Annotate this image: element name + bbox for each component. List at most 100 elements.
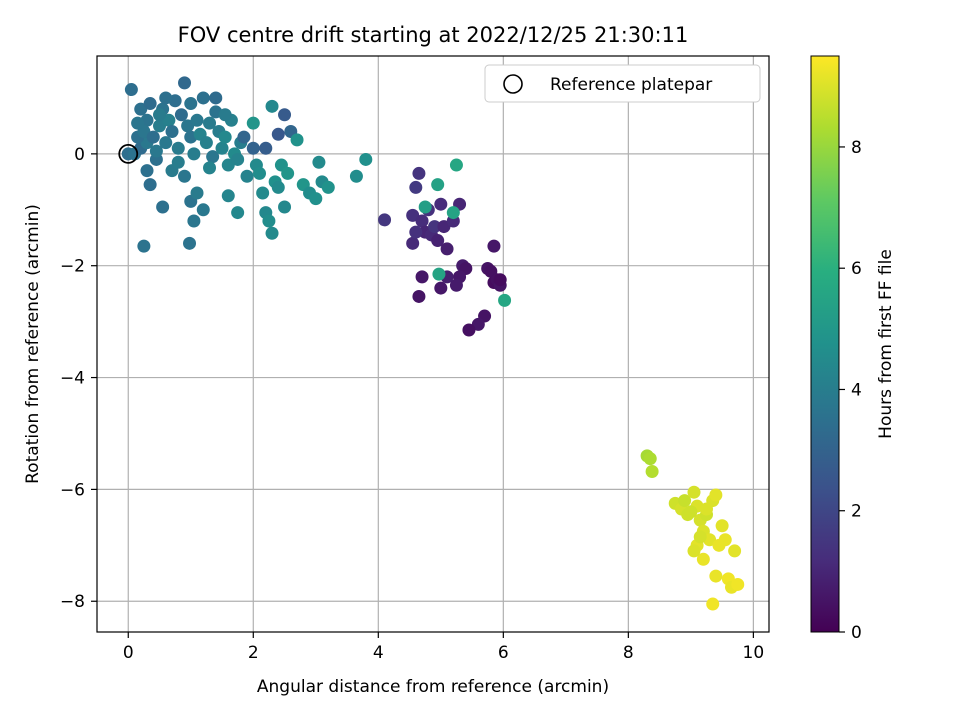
y-axis-label: Rotation from reference (arcmin) [23, 204, 43, 484]
data-point [718, 533, 732, 547]
data-point [265, 226, 279, 240]
x-tick-label: 2 [248, 643, 259, 663]
data-point [262, 214, 276, 228]
data-point [246, 141, 260, 155]
data-point [203, 116, 217, 130]
data-point [487, 239, 501, 253]
y-tick-label: −4 [60, 369, 85, 389]
data-point [206, 150, 220, 164]
x-tick-label: 8 [623, 643, 634, 663]
data-point [706, 597, 720, 611]
data-point [412, 289, 426, 303]
data-point [409, 180, 423, 194]
data-point [693, 530, 707, 544]
data-point [231, 152, 245, 166]
y-tick-label: 0 [74, 145, 85, 165]
data-point [709, 488, 723, 502]
data-point [221, 158, 235, 172]
data-point [165, 124, 179, 138]
data-point [687, 485, 701, 499]
data-point [143, 178, 157, 192]
colorbar-label: Hours from first FF file [876, 249, 896, 439]
data-point [709, 569, 723, 583]
data-point [278, 108, 292, 122]
reference-platepar-marker [118, 143, 139, 164]
legend: Reference platepar [484, 64, 761, 103]
data-point [265, 99, 279, 113]
data-point [162, 113, 176, 127]
data-point [218, 130, 232, 144]
data-point [471, 317, 485, 331]
data-point [278, 200, 292, 214]
data-point [715, 519, 729, 533]
data-point [171, 155, 185, 169]
data-point [684, 505, 698, 519]
data-point [240, 169, 254, 183]
data-point [312, 155, 326, 169]
colorbar-tick-label: 4 [851, 380, 862, 400]
data-point [643, 452, 657, 466]
data-point [159, 136, 173, 150]
x-axis-label: Angular distance from reference (arcmin) [257, 677, 609, 697]
data-point [124, 83, 138, 97]
colorbar: 0 2 4 6 8 Hours from first FF file [810, 55, 896, 643]
data-point [256, 186, 270, 200]
data-point [178, 169, 192, 183]
data-point [696, 552, 710, 566]
data-point [434, 197, 448, 211]
chart-title: FOV centre drift starting at 2022/12/25 … [178, 23, 689, 47]
data-point [449, 158, 463, 172]
data-points [121, 76, 745, 611]
data-point [415, 270, 429, 284]
data-point [415, 214, 429, 228]
data-point [183, 236, 197, 250]
data-point [246, 116, 260, 130]
y-tick-label: −2 [60, 257, 85, 277]
data-point [271, 127, 285, 141]
x-tick-label: 6 [498, 643, 509, 663]
data-point [687, 544, 701, 558]
data-point [171, 141, 185, 155]
data-point [143, 97, 157, 111]
x-tick-label: 10 [743, 643, 765, 663]
data-point [449, 278, 463, 292]
data-point [281, 166, 295, 180]
data-point [146, 130, 160, 144]
data-point [349, 169, 363, 183]
data-point [412, 166, 426, 180]
data-point [221, 189, 235, 203]
colorbar-gradient [810, 55, 840, 633]
data-point [409, 225, 423, 239]
x-tick-label: 0 [123, 643, 134, 663]
data-point [418, 200, 432, 214]
data-point [432, 267, 446, 281]
data-point [259, 141, 273, 155]
data-point [174, 108, 188, 122]
data-point [153, 108, 167, 122]
data-point [462, 323, 476, 337]
data-point [645, 465, 659, 479]
data-point [498, 293, 512, 307]
data-point [131, 116, 145, 130]
data-point [196, 203, 210, 217]
data-point [440, 242, 454, 256]
data-point [187, 147, 201, 161]
colorbar-tick-label: 6 [851, 259, 862, 279]
data-point [431, 234, 445, 248]
data-point [678, 494, 692, 508]
grid [97, 56, 769, 632]
data-point [406, 236, 420, 250]
data-point [137, 239, 151, 253]
data-point [153, 119, 167, 133]
data-point [199, 136, 213, 150]
colorbar-tick-label: 2 [851, 502, 862, 522]
colorbar-ticks: 0 2 4 6 8 [839, 138, 862, 643]
data-point [428, 220, 442, 234]
data-point [731, 577, 745, 591]
data-point [359, 152, 373, 166]
data-point [493, 273, 507, 287]
y-tick-label: −8 [60, 592, 85, 612]
data-point [253, 166, 267, 180]
data-point [187, 214, 201, 228]
